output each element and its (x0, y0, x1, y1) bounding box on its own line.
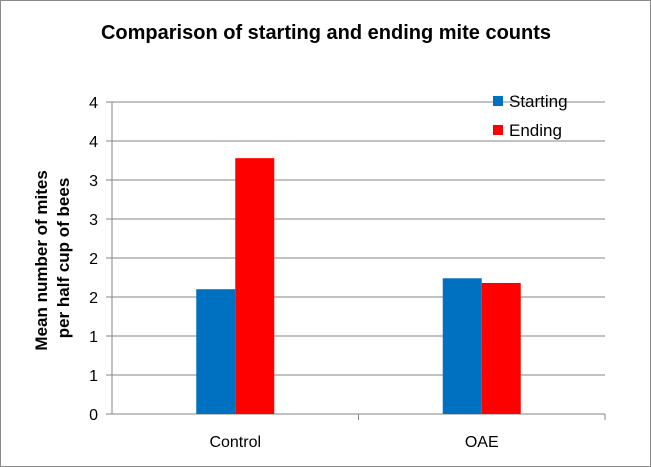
x-axis-labels: Control OAE (209, 414, 606, 451)
legend-swatch-ending (493, 125, 503, 135)
legend-label-ending: Ending (509, 121, 562, 140)
legend-label-starting: Starting (509, 92, 568, 111)
x-tick-label: OAE (465, 434, 499, 451)
bar-starting-control (196, 289, 236, 414)
y-tick-label: 4 (89, 95, 98, 112)
bars (196, 158, 521, 414)
y-tick-label: 0 (89, 407, 98, 424)
y-tick-label: 3 (89, 173, 98, 190)
y-tick-label: 4 (89, 134, 98, 151)
y-tick-label: 2 (89, 290, 98, 307)
x-tick-label: Control (209, 434, 261, 451)
y-axis-label-line-1: Mean number of mites (32, 170, 51, 350)
y-axis-label-line-2: per half cup of bees (54, 178, 73, 339)
y-axis-label: Mean number of mites per half cup of bee… (32, 165, 73, 350)
chart-title: Comparison of starting and ending mite c… (101, 22, 551, 44)
bar-ending-oae (481, 282, 521, 414)
y-tick-label: 1 (89, 329, 98, 346)
y-tick-label: 3 (89, 212, 98, 229)
y-axis-ticks: 0 1 1 2 2 3 3 4 4 (89, 95, 112, 424)
y-tick-label: 2 (89, 251, 98, 268)
legend-swatch-starting (493, 96, 503, 106)
bar-ending-control (235, 158, 275, 414)
bar-starting-oae (442, 278, 482, 414)
y-tick-label: 1 (89, 368, 98, 385)
gridlines (112, 101, 605, 376)
legend: Starting Ending (493, 92, 568, 140)
